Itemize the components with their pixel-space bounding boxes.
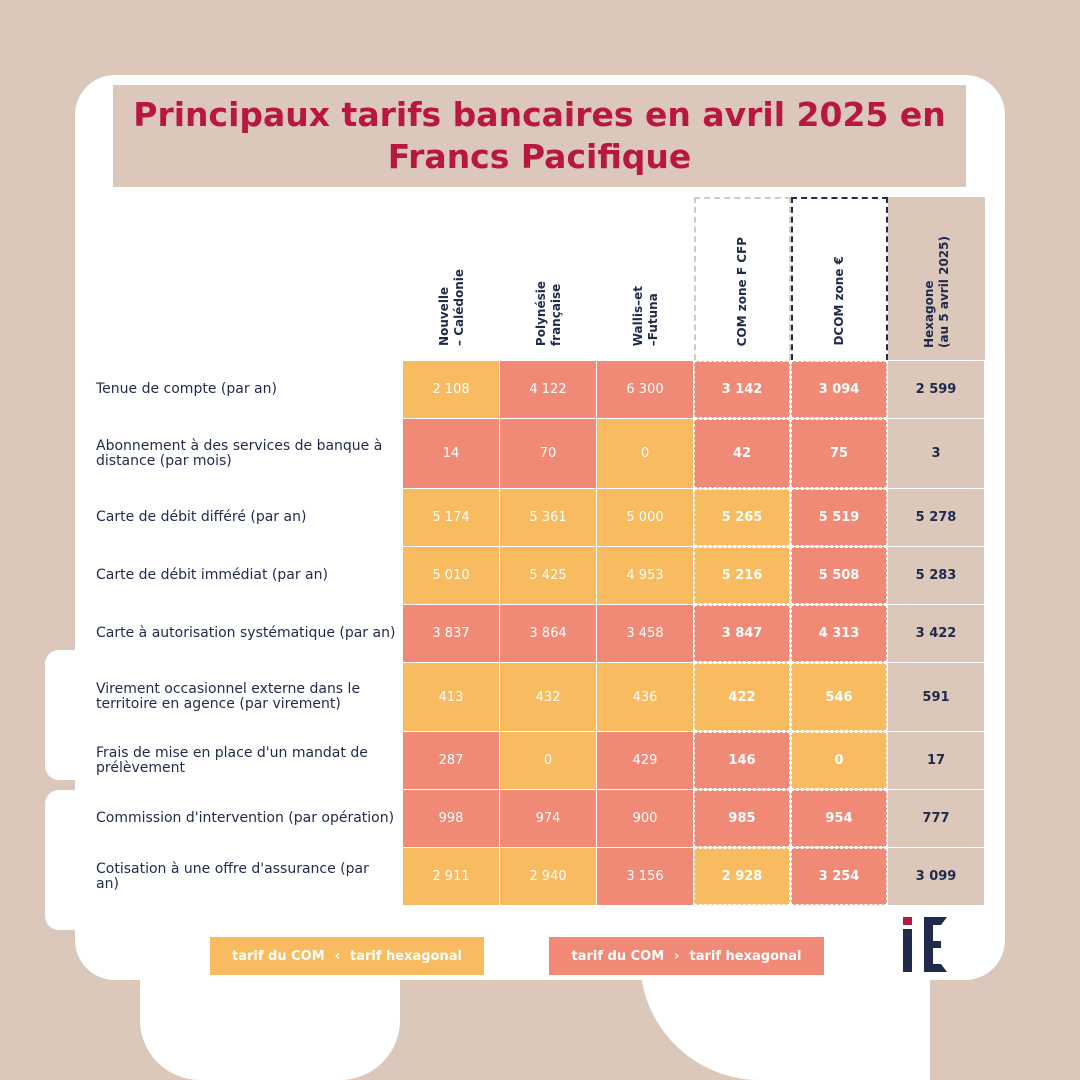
cell-nouvelle-caledonie: 14 — [403, 419, 499, 488]
row-label: Carte de débit différé (par an) — [96, 509, 307, 525]
cell-nouvelle-caledonie: 2 911 — [403, 848, 499, 905]
cell-nouvelle-caledonie: 2 108 — [403, 361, 499, 418]
background-shape — [640, 960, 930, 1080]
cell-dcom-zone-euro: 5 519 — [791, 489, 887, 546]
cell-wallis-et-futuna: 436 — [597, 663, 693, 731]
cell-nouvelle-caledonie: 413 — [403, 663, 499, 731]
column-header-label: Nouvelle – Calédonie — [436, 269, 466, 346]
cell-com-zone-cfp: 985 — [694, 790, 790, 847]
column-header-wallis-et-futuna: Wallis–et –Futuna — [597, 197, 694, 360]
cell-hexagone: 5 283 — [888, 547, 984, 604]
cell-com-zone-cfp: 2 928 — [694, 848, 790, 905]
legend-lower-right: tarif hexagonal — [350, 948, 462, 964]
cell-polynesie-francaise: 0 — [500, 732, 596, 789]
cell-polynesie-francaise: 5 425 — [500, 547, 596, 604]
cell-com-zone-cfp: 42 — [694, 419, 790, 488]
cell-hexagone: 5 278 — [888, 489, 984, 546]
cell-wallis-et-futuna: 5 000 — [597, 489, 693, 546]
cell-com-zone-cfp: 422 — [694, 663, 790, 731]
cell-dcom-zone-euro: 3 254 — [791, 848, 887, 905]
cell-wallis-et-futuna: 4 953 — [597, 547, 693, 604]
row-label: Abonnement à des services de banque à di… — [96, 437, 383, 469]
cell-dcom-zone-euro: 75 — [791, 419, 887, 488]
cell-dcom-zone-euro: 954 — [791, 790, 887, 847]
row-label: Commission d'intervention (par opération… — [96, 810, 395, 826]
ie-logo — [903, 917, 947, 972]
cell-wallis-et-futuna: 3 156 — [597, 848, 693, 905]
page-title: Principaux tarifs bancaires en avril 202… — [113, 85, 966, 187]
column-header-label: Hexagone (au 5 avril 2025) — [921, 236, 951, 348]
legend-lower-left: tarif du COM — [231, 948, 325, 964]
column-header-dcom-zone-euro: DCOM zone € — [791, 197, 888, 360]
column-header-label: Polynésie française — [533, 280, 563, 346]
cell-wallis-et-futuna: 900 — [597, 790, 693, 847]
cell-com-zone-cfp: 5 265 — [694, 489, 790, 546]
column-header-label: COM zone F CFP — [735, 236, 749, 346]
row-label: Tenue de compte (par an) — [96, 381, 277, 397]
cell-hexagone: 591 — [888, 663, 984, 731]
column-header-nouvelle-caledonie: Nouvelle – Calédonie — [403, 197, 500, 360]
cell-com-zone-cfp: 3 142 — [694, 361, 790, 418]
column-header-label: DCOM zone € — [832, 256, 846, 346]
cell-polynesie-francaise: 2 940 — [500, 848, 596, 905]
cell-polynesie-francaise: 974 — [500, 790, 596, 847]
background-shape — [45, 790, 105, 930]
legend-higher-right: tarif hexagonal — [689, 948, 802, 964]
row-label: Virement occasionnel externe dans le ter… — [96, 681, 361, 712]
cell-hexagone: 2 599 — [888, 361, 984, 418]
row-label: Cotisation à une offre d'assurance (par … — [96, 860, 369, 892]
chevron-right-icon: › — [674, 948, 680, 964]
cell-dcom-zone-euro: 5 508 — [791, 547, 887, 604]
cell-hexagone: 3 — [888, 419, 984, 488]
cell-dcom-zone-euro: 4 313 — [791, 605, 887, 662]
cell-com-zone-cfp: 146 — [694, 732, 790, 789]
chevron-left-icon: ‹ — [334, 948, 340, 964]
row-label: Frais de mise en place d'un mandat de pr… — [96, 744, 368, 776]
cell-polynesie-francaise: 3 864 — [500, 605, 596, 662]
column-header-polynesie-francaise: Polynésie française — [500, 197, 597, 360]
cell-hexagone: 3 422 — [888, 605, 984, 662]
cell-nouvelle-caledonie: 3 837 — [403, 605, 499, 662]
row-label: Carte à autorisation systématique (par a… — [96, 625, 396, 641]
cell-polynesie-francaise: 70 — [500, 419, 596, 488]
column-header-hexagone: Hexagone (au 5 avril 2025) — [888, 197, 985, 360]
cell-wallis-et-futuna: 6 300 — [597, 361, 693, 418]
cell-nouvelle-caledonie: 5 174 — [403, 489, 499, 546]
cell-wallis-et-futuna: 0 — [597, 419, 693, 488]
cell-nouvelle-caledonie: 998 — [403, 790, 499, 847]
background-shape — [140, 960, 400, 1080]
cell-polynesie-francaise: 4 122 — [500, 361, 596, 418]
cell-polynesie-francaise: 5 361 — [500, 489, 596, 546]
cell-dcom-zone-euro: 3 094 — [791, 361, 887, 418]
cell-dcom-zone-euro: 0 — [791, 732, 887, 789]
background-shape — [45, 650, 105, 780]
column-header-com-zone-cfp: COM zone F CFP — [694, 197, 791, 360]
legend-higher-left: tarif du COM — [571, 948, 665, 964]
cell-hexagone: 777 — [888, 790, 984, 847]
cell-com-zone-cfp: 3 847 — [694, 605, 790, 662]
legend-higher: tarif du COM › tarif hexagonal — [549, 937, 824, 975]
cell-com-zone-cfp: 5 216 — [694, 547, 790, 604]
legend-lower: tarif du COM ‹ tarif hexagonal — [210, 937, 484, 975]
column-header-label: Wallis–et –Futuna — [630, 285, 660, 346]
cell-nouvelle-caledonie: 5 010 — [403, 547, 499, 604]
row-label: Carte de débit immédiat (par an) — [96, 567, 328, 583]
cell-hexagone: 17 — [888, 732, 984, 789]
cell-hexagone: 3 099 — [888, 848, 984, 905]
cell-polynesie-francaise: 432 — [500, 663, 596, 731]
cell-wallis-et-futuna: 429 — [597, 732, 693, 789]
cell-nouvelle-caledonie: 287 — [403, 732, 499, 789]
cell-wallis-et-futuna: 3 458 — [597, 605, 693, 662]
cell-dcom-zone-euro: 546 — [791, 663, 887, 731]
